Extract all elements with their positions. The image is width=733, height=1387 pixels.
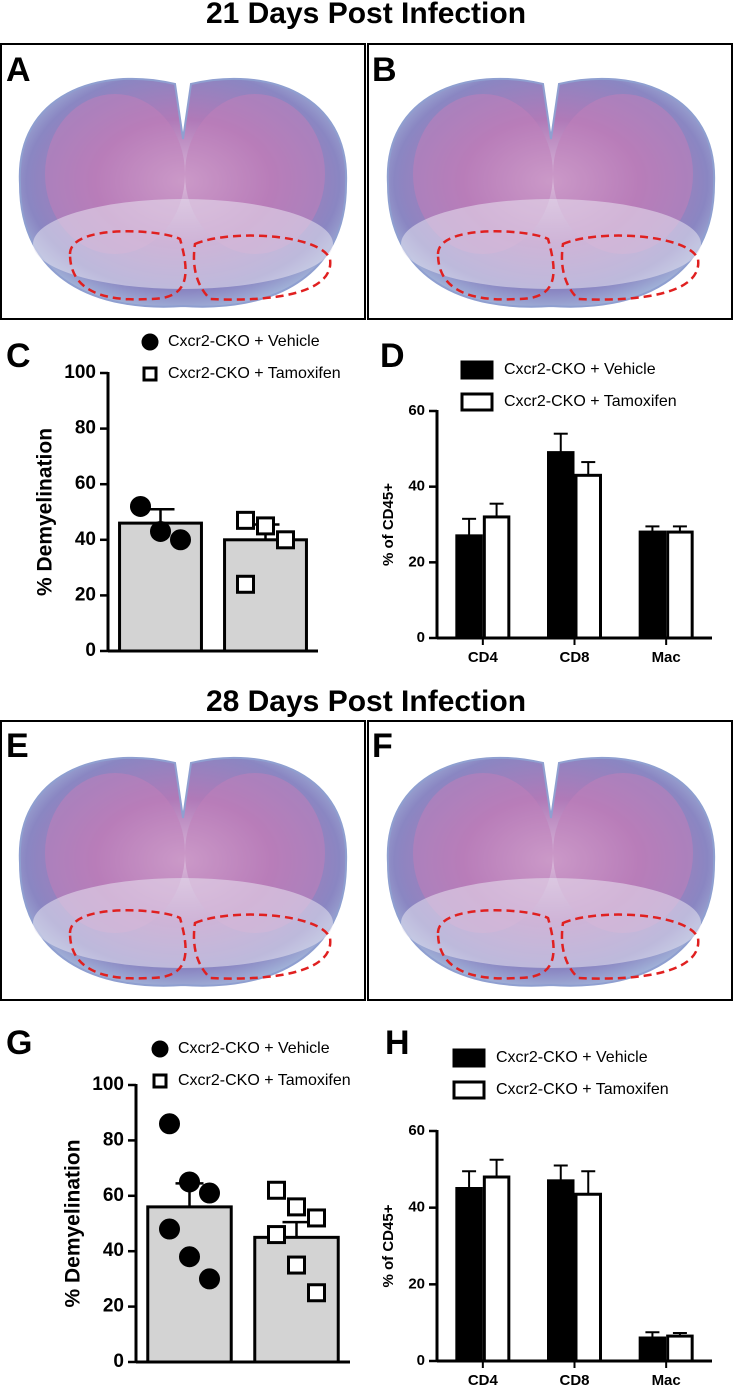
data-point (199, 1268, 220, 1290)
data-point (150, 520, 171, 542)
bar (455, 1187, 483, 1363)
bar (666, 1334, 694, 1363)
y-tick-label: 0 (85, 640, 96, 661)
legend-marker (460, 392, 494, 412)
section-title: 28 Days Post Infection (206, 685, 526, 718)
legend-marker (452, 1080, 486, 1100)
micrograph (367, 43, 733, 320)
legend-label: Cxcr2-CKO + Tamoxifen (496, 1081, 669, 1098)
legend-label: Cxcr2-CKO + Tamoxifen (504, 393, 677, 410)
data-point (287, 1197, 306, 1217)
y-tick-label: 40 (75, 529, 96, 550)
data-point (179, 1171, 200, 1193)
micrograph (0, 43, 366, 320)
legend-label: Cxcr2-CKO + Vehicle (504, 361, 656, 378)
bar (574, 473, 602, 640)
data-point (159, 1113, 180, 1135)
legend-marker (460, 360, 494, 380)
y-tick-label: 20 (408, 553, 425, 570)
data-point (307, 1208, 326, 1228)
data-point (236, 510, 255, 530)
y-tick-label: 0 (113, 1351, 124, 1372)
data-point (267, 1180, 286, 1200)
data-point (276, 530, 295, 550)
data-point (130, 495, 151, 517)
bar (547, 1179, 575, 1363)
data-point (199, 1182, 220, 1204)
y-axis-label: % of CD45+ (380, 1204, 397, 1287)
legend-label: Cxcr2-CKO + Vehicle (168, 333, 320, 350)
y-tick-label: 60 (103, 1185, 124, 1206)
y-tick-label: 40 (408, 478, 425, 495)
panel-letter: F (372, 727, 393, 765)
legend-marker (452, 1048, 486, 1068)
bar (223, 538, 308, 653)
legend-label: Cxcr2-CKO + Tamoxifen (178, 1072, 351, 1089)
section-title: 21 Days Post Infection (206, 0, 526, 30)
bar (547, 451, 575, 640)
bar (482, 515, 511, 640)
data-point (159, 1218, 180, 1240)
x-tick-label: CD8 (559, 649, 589, 666)
legend-label: Cxcr2-CKO + Tamoxifen (168, 365, 341, 382)
x-tick-label: Mac (652, 1372, 681, 1387)
x-tick-label: CD4 (468, 1372, 499, 1387)
y-axis-label: % Demyelination (62, 1139, 85, 1307)
data-point (256, 516, 275, 536)
y-tick-label: 0 (417, 629, 425, 646)
bar (638, 530, 667, 640)
data-point (307, 1283, 326, 1303)
y-tick-label: 40 (408, 1199, 425, 1216)
y-tick-label: 20 (103, 1296, 124, 1317)
panel-letter: C (6, 337, 31, 375)
y-tick-label: 60 (408, 402, 425, 419)
y-tick-label: 20 (408, 1275, 425, 1292)
data-point (267, 1225, 286, 1245)
bar (482, 1175, 511, 1363)
y-tick-label: 80 (103, 1129, 124, 1150)
panel-letter: G (6, 1024, 32, 1062)
micrograph (0, 720, 366, 1001)
panel-letter: B (372, 51, 397, 89)
bar (574, 1192, 602, 1363)
micrograph (367, 720, 733, 1001)
panel-letter: D (380, 337, 405, 375)
panel-letter: A (6, 51, 31, 89)
bar (666, 530, 694, 640)
legend-label: Cxcr2-CKO + Vehicle (178, 1040, 330, 1057)
x-tick-label: Mac (652, 649, 681, 666)
y-tick-label: 60 (75, 473, 96, 494)
bar (455, 534, 483, 640)
y-tick-label: 80 (75, 418, 96, 439)
x-tick-label: CD8 (559, 1372, 589, 1387)
legend-marker (142, 366, 158, 382)
y-tick-label: 40 (103, 1240, 124, 1261)
data-point (179, 1246, 200, 1268)
y-tick-label: 100 (92, 1074, 124, 1095)
data-point (236, 574, 255, 594)
y-tick-label: 0 (417, 1352, 425, 1369)
y-tick-label: 100 (64, 362, 96, 383)
y-axis-label: % Demyelination (34, 428, 57, 596)
panel-letter: H (385, 1024, 410, 1062)
y-tick-label: 60 (408, 1122, 425, 1139)
legend-marker (152, 1073, 168, 1089)
data-point (170, 529, 191, 551)
x-tick-label: CD4 (468, 649, 499, 666)
y-axis-label: % of CD45+ (380, 483, 397, 566)
legend-label: Cxcr2-CKO + Vehicle (496, 1049, 648, 1066)
panel-letter: E (6, 727, 29, 765)
legend-marker (151, 1040, 169, 1058)
y-tick-label: 20 (75, 584, 96, 605)
data-point (287, 1255, 306, 1275)
legend-marker (141, 333, 159, 351)
bar (638, 1336, 667, 1363)
